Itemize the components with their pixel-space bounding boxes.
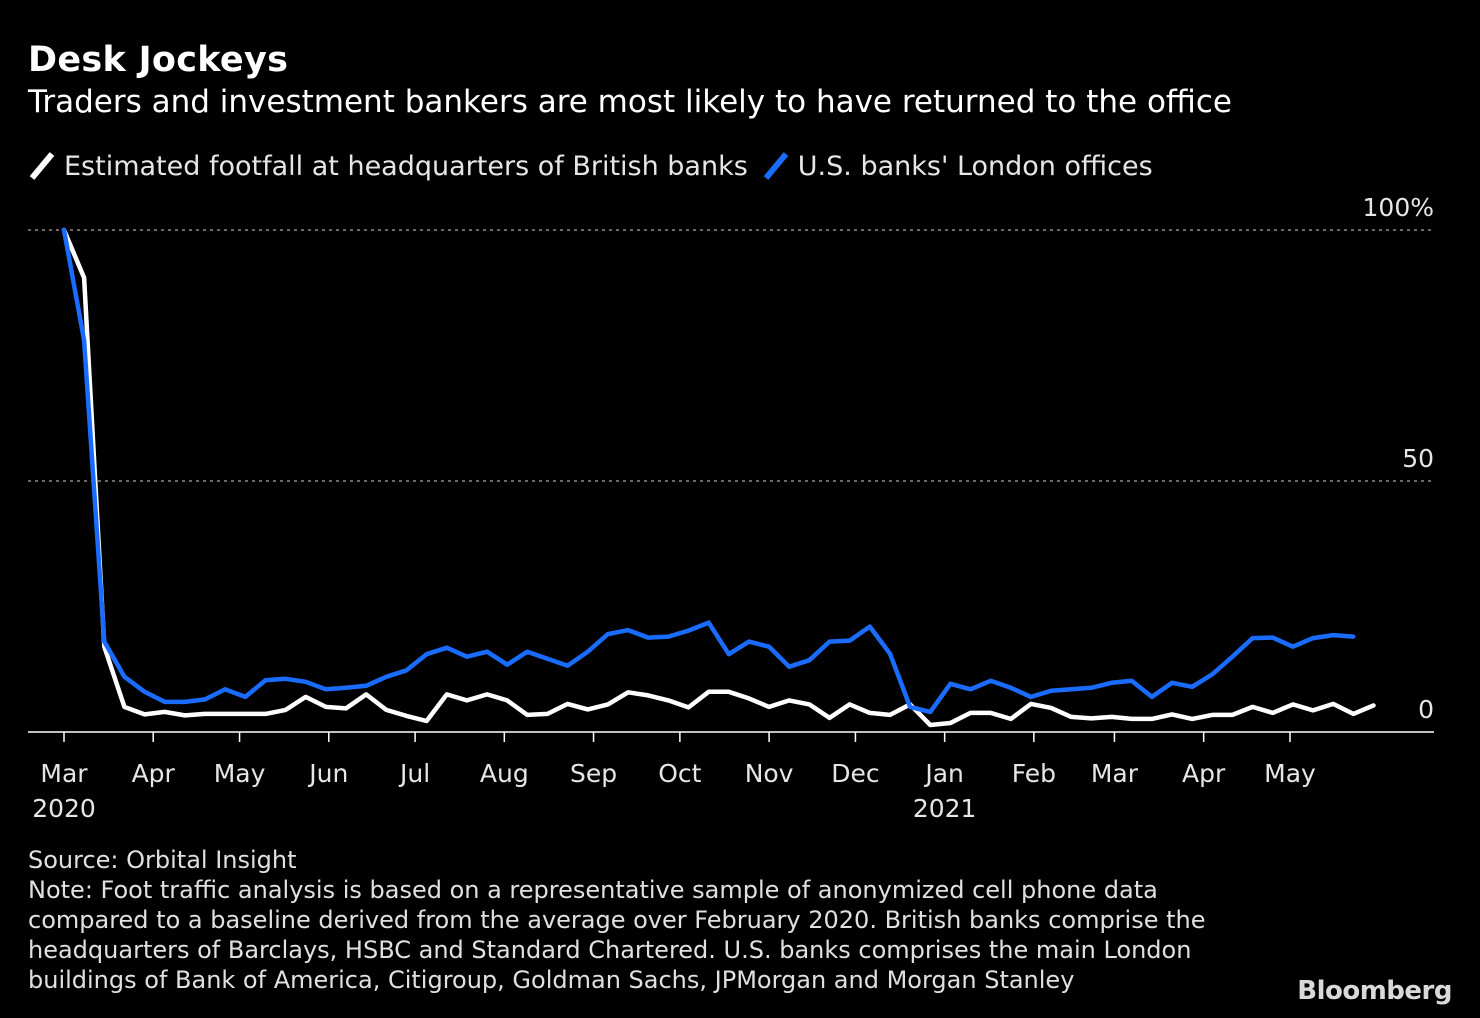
x-tick-label: Sep — [570, 759, 617, 788]
y-tick-label: 50 — [1402, 444, 1434, 473]
x-tick-label: Jul — [398, 759, 430, 788]
legend-item-british-banks: Estimated footfall at headquarters of Br… — [28, 150, 748, 182]
x-tick-label: Dec — [831, 759, 879, 788]
series-line-us-banks — [61, 227, 1356, 715]
y-tick-label: 100% — [1363, 193, 1434, 222]
legend-item-us-banks: U.S. banks' London offices — [762, 150, 1153, 182]
bloomberg-logo: Bloomberg — [1297, 976, 1452, 1006]
line-chart: 100% 50 0 Mar 2020 Apr May Jun Jul Aug Sep Oct Nov De… — [28, 193, 1434, 823]
x-tick-label: May — [214, 759, 266, 788]
legend-label-us-banks: U.S. banks' London offices — [797, 150, 1153, 182]
chart-subtitle: Traders and investment bankers are most … — [28, 84, 1233, 120]
legend-swatch-british-banks — [29, 152, 55, 180]
x-tick-label: Aug — [480, 759, 529, 788]
x-tick-year-label: 2021 — [913, 794, 977, 823]
x-tick-label: Mar — [40, 759, 88, 788]
x-tick-label: Mar — [1091, 759, 1139, 788]
x-tick-label: Oct — [658, 759, 701, 788]
x-tick-label: Apr — [132, 759, 176, 788]
y-tick-label: 0 — [1418, 695, 1434, 724]
note-text: Note: Foot traffic analysis is based on … — [28, 876, 1206, 994]
legend: Estimated footfall at headquarters of Br… — [28, 150, 1167, 182]
series-line-british-banks — [61, 227, 1376, 728]
source-text: Source: Orbital Insight — [28, 846, 297, 874]
x-tick-label: Feb — [1012, 759, 1056, 788]
x-tick-label: Nov — [745, 759, 794, 788]
chart-footer: Source: Orbital Insight Note: Foot traff… — [28, 845, 1206, 995]
x-tick-label: May — [1264, 759, 1316, 788]
x-tick-year-label: 2020 — [32, 794, 96, 823]
x-tick-label: Jan — [923, 759, 964, 788]
x-tick-label: Jun — [307, 759, 348, 788]
legend-label-british-banks: Estimated footfall at headquarters of Br… — [64, 150, 748, 182]
chart-title: Desk Jockeys — [28, 40, 289, 80]
x-tick-label: Apr — [1182, 759, 1226, 788]
legend-swatch-us-banks — [763, 152, 789, 180]
